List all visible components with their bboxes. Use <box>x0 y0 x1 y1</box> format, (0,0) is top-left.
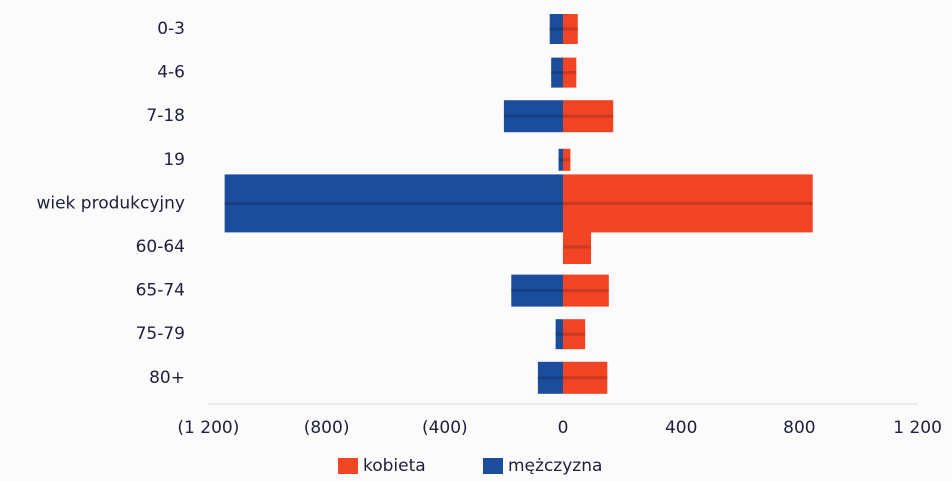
x-tick-label: 0 <box>558 418 569 438</box>
bar-shade-mezczyzna-80+ <box>537 376 563 380</box>
category-label: 4-6 <box>157 63 185 83</box>
category-label: 19 <box>163 150 185 170</box>
legend-swatch-kobieta <box>338 458 358 474</box>
legend-label-kobieta: kobieta <box>363 456 426 476</box>
x-tick-label: (800) <box>304 418 350 438</box>
x-tick-label: 1 200 <box>893 418 942 438</box>
bar-shade-kobieta-80+ <box>563 376 608 380</box>
x-tick-label: (1 200) <box>177 418 239 438</box>
bar-shade-mezczyzna-65-74 <box>511 289 563 293</box>
bar-shade-mezczyzna-wiek-produkcyjny <box>224 201 563 205</box>
bar-shade-mezczyzna-7-18 <box>503 114 563 118</box>
category-label: 60-64 <box>136 237 185 257</box>
bar-shade-kobieta-60-64 <box>563 245 592 249</box>
bar-shade-kobieta-19 <box>563 158 571 162</box>
bar-shade-mezczyzna-0-3 <box>549 27 563 31</box>
category-label: 0-3 <box>157 19 185 39</box>
bar-shade-mezczyzna-4-6 <box>551 71 563 75</box>
bar-shade-kobieta-75-79 <box>563 332 586 336</box>
category-label: 75-79 <box>136 324 185 344</box>
bar-shade-kobieta-7-18 <box>563 114 614 118</box>
category-label: 7-18 <box>146 106 185 126</box>
category-label: 80+ <box>149 368 185 388</box>
bar-shade-mezczyzna-19 <box>558 158 563 162</box>
legend-swatch-mezczyzna <box>483 458 503 474</box>
category-label: 65-74 <box>136 281 185 301</box>
bar-shade-kobieta-4-6 <box>563 71 577 75</box>
x-tick-label: (400) <box>422 418 468 438</box>
bar-shade-kobieta-wiek-produkcyjny <box>563 201 813 205</box>
legend-label-mezczyzna: mężczyzna <box>508 456 602 476</box>
category-label: wiek produkcyjny <box>36 193 185 213</box>
bar-shade-kobieta-65-74 <box>563 289 609 293</box>
bar-shade-kobieta-0-3 <box>563 27 578 31</box>
x-tick-label: 400 <box>665 418 697 438</box>
bar-shade-mezczyzna-75-79 <box>555 332 563 336</box>
x-tick-label: 800 <box>783 418 815 438</box>
